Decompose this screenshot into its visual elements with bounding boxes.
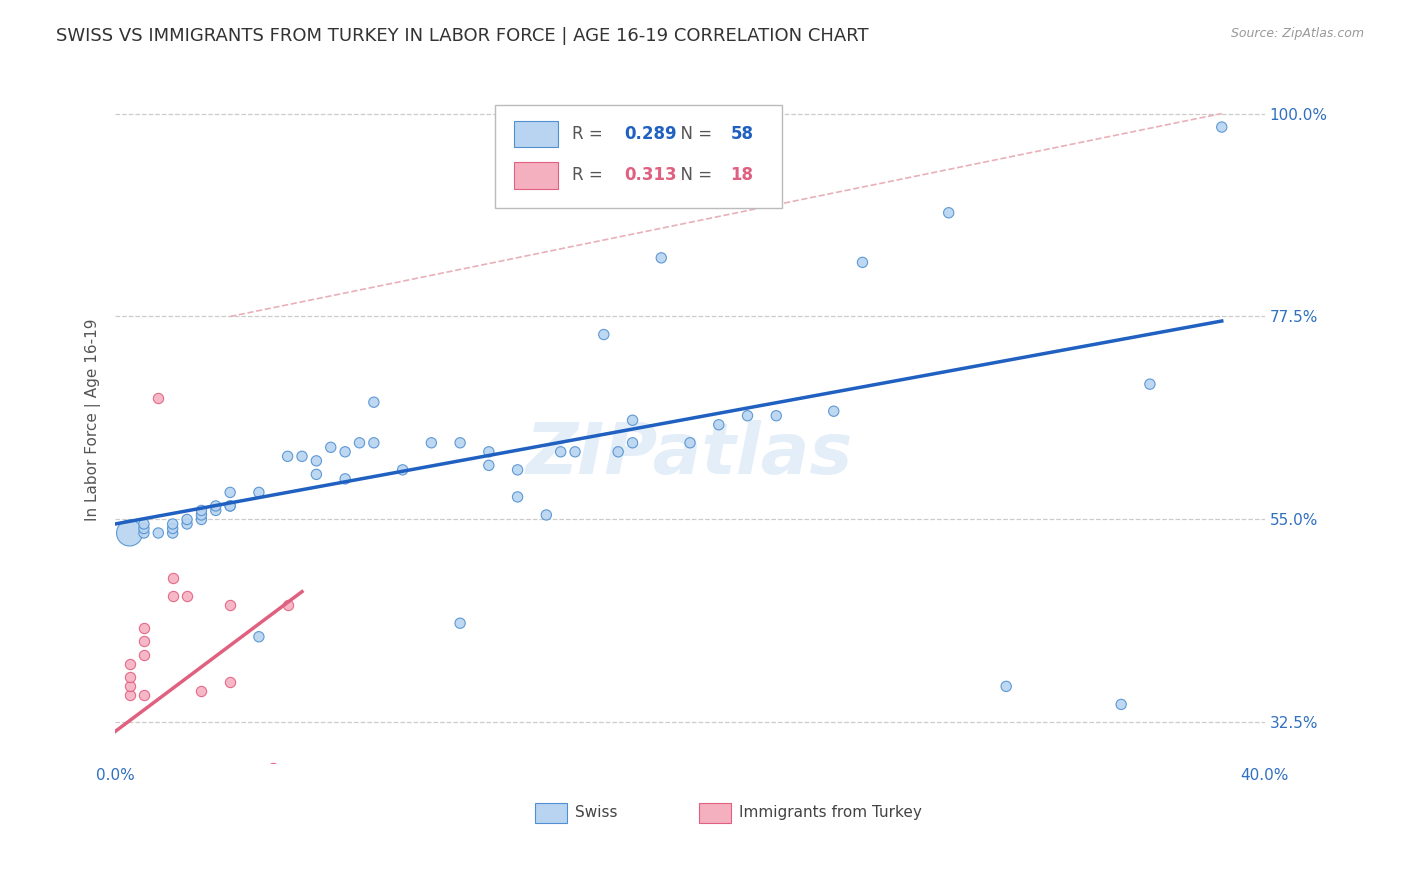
Point [148, 391, 170, 405]
Y-axis label: In Labor Force | Age 16-19: In Labor Force | Age 16-19 [86, 319, 101, 522]
Point [420, 435, 443, 450]
Point [305, 467, 328, 482]
FancyBboxPatch shape [699, 803, 731, 823]
Point [247, 630, 270, 644]
Point [162, 516, 184, 531]
Point [823, 404, 845, 418]
Point [132, 526, 155, 541]
Text: N =: N = [671, 125, 718, 143]
Point [995, 679, 1018, 693]
Point [132, 689, 155, 703]
Point [132, 648, 155, 662]
Point [478, 445, 501, 459]
Text: Immigrants from Turkey: Immigrants from Turkey [740, 805, 922, 820]
Text: 0.289: 0.289 [624, 125, 678, 143]
Point [621, 413, 644, 427]
Point [190, 503, 212, 517]
Point [162, 526, 184, 541]
Point [118, 689, 141, 703]
Point [262, 760, 284, 774]
Point [564, 445, 586, 459]
Point [621, 435, 644, 450]
Point [449, 435, 471, 450]
Point [132, 634, 155, 648]
Point [204, 503, 226, 517]
Point [1139, 377, 1161, 392]
Point [176, 516, 198, 531]
Point [391, 463, 413, 477]
Text: 0.313: 0.313 [624, 166, 678, 184]
Point [219, 674, 242, 689]
Point [765, 409, 787, 423]
Point [176, 512, 198, 526]
Point [305, 454, 328, 468]
Point [938, 206, 960, 220]
Text: R =: R = [572, 125, 607, 143]
Point [219, 598, 242, 612]
Point [449, 616, 471, 631]
Point [162, 521, 184, 535]
Point [247, 485, 270, 500]
Point [118, 657, 141, 671]
FancyBboxPatch shape [515, 121, 558, 147]
Point [190, 684, 212, 698]
Point [162, 589, 184, 603]
Text: 18: 18 [730, 166, 754, 184]
FancyBboxPatch shape [534, 803, 567, 823]
Point [1109, 698, 1132, 712]
Point [190, 508, 212, 522]
Text: R =: R = [572, 166, 607, 184]
Point [363, 395, 385, 409]
Text: Source: ZipAtlas.com: Source: ZipAtlas.com [1230, 27, 1364, 40]
Text: N =: N = [671, 166, 718, 184]
Point [190, 512, 212, 526]
Point [679, 435, 702, 450]
Point [247, 770, 270, 784]
Point [291, 450, 314, 464]
Point [550, 445, 572, 459]
Point [219, 485, 242, 500]
Point [132, 516, 155, 531]
Point [349, 435, 371, 450]
Point [607, 445, 630, 459]
Point [277, 450, 299, 464]
Point [219, 499, 242, 513]
Point [118, 670, 141, 684]
Point [319, 440, 342, 454]
Point [737, 409, 759, 423]
Point [118, 679, 141, 693]
Point [333, 445, 356, 459]
Point [851, 255, 873, 269]
FancyBboxPatch shape [515, 162, 558, 188]
Point [333, 472, 356, 486]
Point [148, 526, 170, 541]
Point [176, 589, 198, 603]
Text: ZIPatlas: ZIPatlas [526, 420, 853, 489]
Point [277, 598, 299, 612]
Point [132, 521, 155, 535]
FancyBboxPatch shape [495, 105, 782, 208]
Text: 58: 58 [730, 125, 754, 143]
Point [506, 463, 529, 477]
Point [506, 490, 529, 504]
Point [536, 508, 558, 522]
Point [478, 458, 501, 473]
Point [363, 435, 385, 450]
Point [162, 571, 184, 585]
Point [118, 526, 141, 541]
Point [204, 499, 226, 513]
Point [132, 621, 155, 635]
Text: SWISS VS IMMIGRANTS FROM TURKEY IN LABOR FORCE | AGE 16-19 CORRELATION CHART: SWISS VS IMMIGRANTS FROM TURKEY IN LABOR… [56, 27, 869, 45]
Text: Swiss: Swiss [575, 805, 617, 820]
Point [291, 770, 314, 784]
Point [650, 251, 672, 265]
Point [219, 499, 242, 513]
Point [707, 417, 730, 432]
Point [1211, 120, 1233, 134]
Point [592, 327, 614, 342]
